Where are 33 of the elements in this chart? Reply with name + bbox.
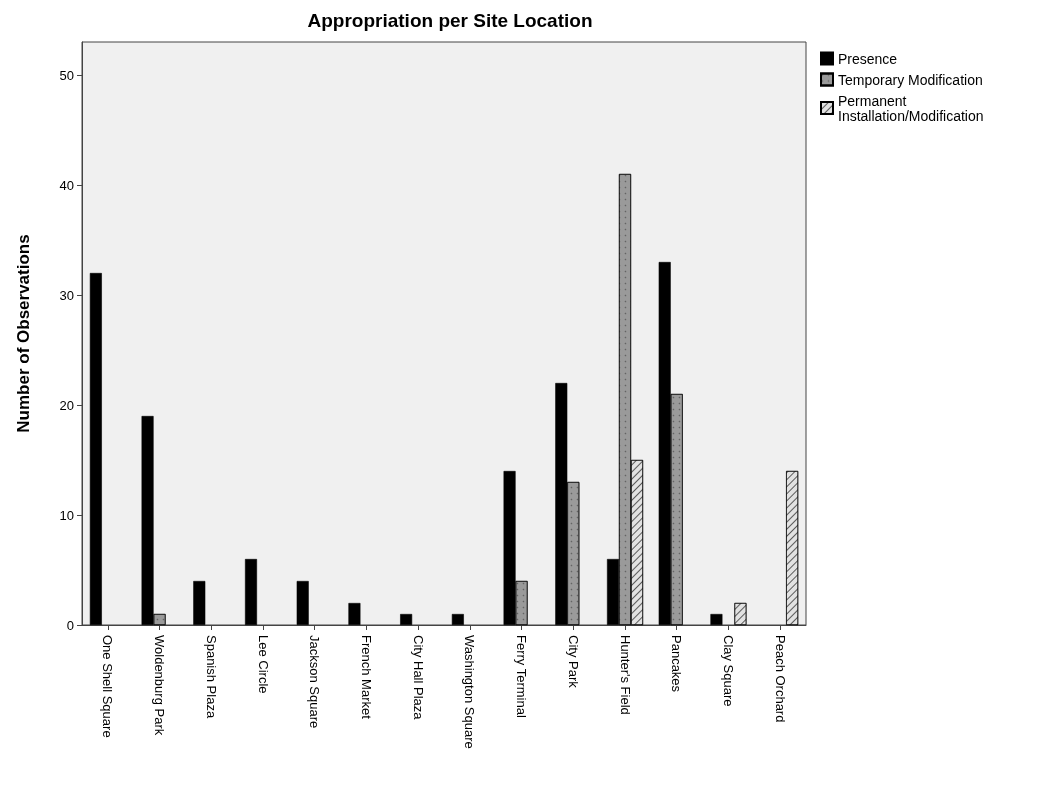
x-tick-label: City Hall Plaza [410, 635, 426, 721]
bar [245, 559, 257, 625]
y-tick-label: 20 [59, 397, 74, 413]
y-tick-label: 0 [66, 617, 74, 633]
legend-label: Permanent Installation/Modification [838, 92, 984, 124]
x-tick-label: Hunter's Field [617, 635, 633, 715]
x-tick-label: Lee Circle [255, 635, 271, 694]
bar [710, 614, 723, 625]
x-tick-label: Washington Square [462, 635, 478, 749]
legend-label: Temporary Modification [838, 71, 983, 88]
x-tick-label: Clay Square [720, 635, 736, 707]
y-tick-label: 10 [59, 507, 74, 523]
x-tick-label: Woldenburg Park [152, 635, 168, 736]
bar [451, 614, 464, 625]
y-tick-label: 40 [59, 177, 74, 193]
x-tick-label: One Shell Square [100, 635, 116, 738]
y-tick-label: 50 [59, 67, 74, 83]
bar [296, 581, 309, 625]
x-tick-label: Ferry Terminal [514, 635, 530, 718]
bar [348, 603, 361, 625]
y-tick-label: 30 [59, 287, 74, 303]
x-tick-label: City Park [565, 635, 581, 689]
x-tick-label: Spanish Plaza [203, 635, 219, 719]
bar [193, 581, 206, 625]
legend-label: Presence [838, 50, 898, 67]
x-tick-label: Peach Orchard [772, 635, 788, 723]
bar [400, 614, 413, 625]
x-tick-label: Jackson Square [307, 635, 323, 729]
chart-title: Appropriation per Site Location [307, 10, 593, 31]
y-axis-title: Number of Observations [14, 234, 33, 433]
bar [89, 273, 102, 625]
x-tick-label: Pancakes [669, 635, 685, 693]
x-tick-label: French Market [358, 635, 374, 720]
